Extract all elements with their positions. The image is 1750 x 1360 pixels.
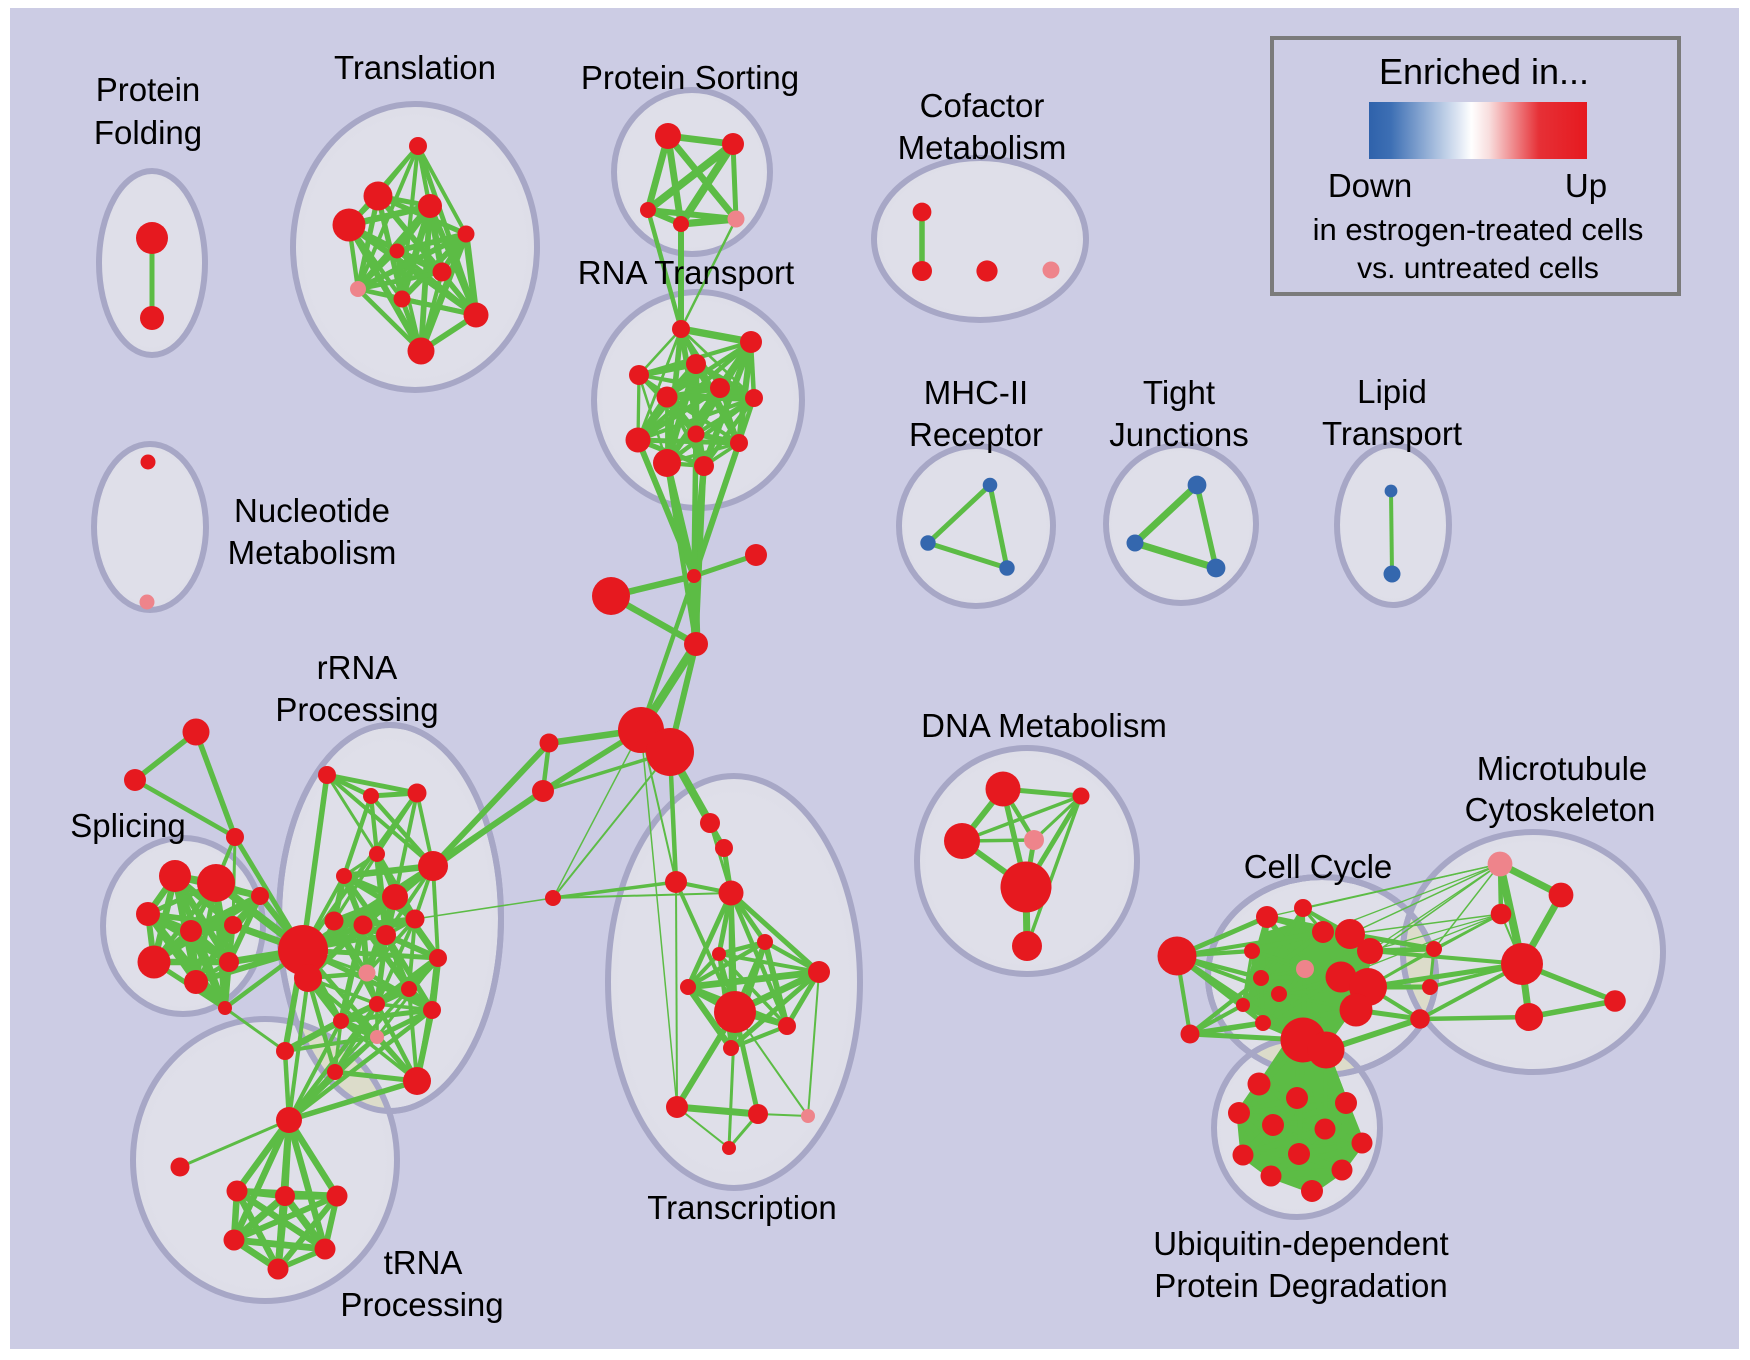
- svg-text:Processing: Processing: [275, 691, 438, 728]
- svg-text:Transcription: Transcription: [647, 1189, 837, 1226]
- svg-text:Protein: Protein: [96, 71, 201, 108]
- svg-text:Ubiquitin-dependent: Ubiquitin-dependent: [1153, 1225, 1448, 1262]
- svg-text:Folding: Folding: [94, 114, 202, 151]
- svg-text:Cytoskeleton: Cytoskeleton: [1465, 791, 1656, 828]
- svg-text:DNA Metabolism: DNA Metabolism: [921, 707, 1167, 744]
- svg-text:Up: Up: [1565, 167, 1607, 204]
- svg-text:Translation: Translation: [334, 49, 496, 86]
- svg-text:MHC-II: MHC-II: [924, 374, 1028, 411]
- svg-text:Metabolism: Metabolism: [898, 129, 1067, 166]
- svg-text:Processing: Processing: [340, 1286, 503, 1323]
- svg-text:rRNA: rRNA: [317, 649, 398, 686]
- svg-text:Cofactor: Cofactor: [920, 87, 1045, 124]
- svg-text:Metabolism: Metabolism: [228, 534, 397, 571]
- svg-text:Splicing: Splicing: [70, 807, 186, 844]
- svg-text:Cell Cycle: Cell Cycle: [1244, 848, 1393, 885]
- svg-text:Receptor: Receptor: [909, 416, 1043, 453]
- svg-text:Transport: Transport: [1322, 415, 1462, 452]
- svg-text:in estrogen-treated cells: in estrogen-treated cells: [1313, 212, 1644, 247]
- svg-text:Down: Down: [1328, 167, 1412, 204]
- svg-text:Protein Sorting: Protein Sorting: [581, 59, 799, 96]
- svg-text:Microtubule: Microtubule: [1477, 750, 1648, 787]
- svg-text:tRNA: tRNA: [384, 1244, 463, 1281]
- svg-text:RNA Transport: RNA Transport: [578, 254, 794, 291]
- svg-text:Lipid: Lipid: [1357, 373, 1427, 410]
- svg-text:Tight: Tight: [1143, 374, 1215, 411]
- svg-text:Nucleotide: Nucleotide: [234, 492, 390, 529]
- svg-text:Junctions: Junctions: [1109, 416, 1248, 453]
- svg-text:Enriched in...: Enriched in...: [1379, 51, 1589, 92]
- svg-text:Protein Degradation: Protein Degradation: [1154, 1267, 1448, 1304]
- svg-text:vs. untreated cells: vs. untreated cells: [1357, 252, 1599, 285]
